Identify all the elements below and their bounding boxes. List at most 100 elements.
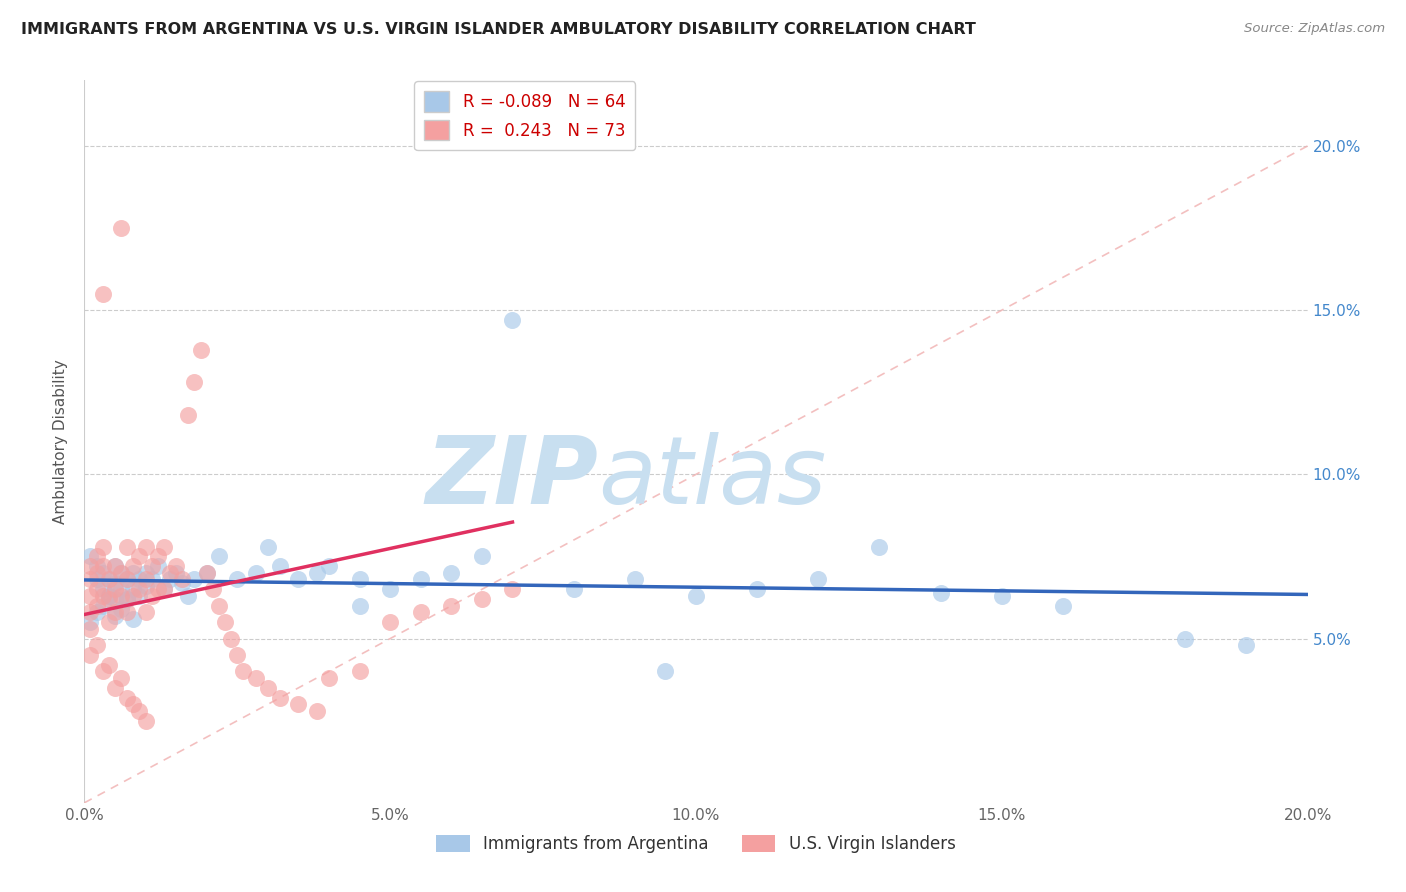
- Point: [287, 573, 309, 587]
- Point: [104, 559, 127, 574]
- Point: [115, 540, 138, 554]
- Point: [141, 559, 163, 574]
- Point: [122, 566, 145, 580]
- Point: [409, 573, 432, 587]
- Point: [190, 343, 212, 357]
- Point: [128, 573, 150, 587]
- Point: [104, 605, 127, 619]
- Point: [115, 573, 138, 587]
- Point: [97, 657, 120, 672]
- Point: [115, 690, 138, 705]
- Point: [153, 582, 176, 597]
- Point: [135, 579, 157, 593]
- Point: [135, 605, 157, 619]
- Point: [380, 615, 402, 630]
- Point: [502, 582, 524, 597]
- Point: [104, 608, 127, 623]
- Point: [135, 540, 157, 554]
- Point: [245, 566, 267, 580]
- Point: [104, 575, 127, 590]
- Point: [97, 573, 120, 587]
- Point: [183, 376, 205, 390]
- Text: ZIP: ZIP: [425, 432, 598, 524]
- Point: [257, 681, 280, 695]
- Point: [104, 681, 127, 695]
- Point: [269, 690, 291, 705]
- Point: [287, 698, 309, 712]
- Point: [1052, 599, 1074, 613]
- Point: [110, 589, 132, 603]
- Point: [153, 540, 176, 554]
- Point: [97, 573, 120, 587]
- Point: [471, 549, 494, 564]
- Text: Source: ZipAtlas.com: Source: ZipAtlas.com: [1244, 22, 1385, 36]
- Point: [219, 632, 242, 646]
- Point: [79, 605, 101, 619]
- Point: [349, 599, 371, 613]
- Point: [208, 549, 231, 564]
- Point: [135, 566, 157, 580]
- Point: [226, 648, 249, 662]
- Point: [177, 409, 200, 423]
- Point: [232, 665, 254, 679]
- Point: [318, 559, 340, 574]
- Point: [86, 566, 108, 580]
- Point: [115, 592, 138, 607]
- Point: [79, 559, 101, 574]
- Point: [165, 559, 187, 574]
- Point: [1174, 632, 1197, 646]
- Point: [146, 559, 169, 574]
- Point: [115, 605, 138, 619]
- Point: [305, 704, 328, 718]
- Point: [104, 592, 127, 607]
- Point: [165, 566, 187, 580]
- Point: [91, 540, 114, 554]
- Point: [471, 592, 494, 607]
- Point: [110, 602, 132, 616]
- Point: [79, 615, 101, 630]
- Point: [172, 573, 194, 587]
- Point: [97, 589, 120, 603]
- Point: [91, 582, 114, 597]
- Point: [91, 665, 114, 679]
- Point: [86, 582, 108, 597]
- Point: [97, 592, 120, 607]
- Point: [110, 671, 132, 685]
- Point: [1236, 638, 1258, 652]
- Point: [79, 648, 101, 662]
- Point: [122, 589, 145, 603]
- Point: [97, 615, 120, 630]
- Point: [226, 573, 249, 587]
- Point: [183, 573, 205, 587]
- Point: [104, 582, 127, 597]
- Point: [153, 582, 176, 597]
- Point: [115, 573, 138, 587]
- Point: [86, 605, 108, 619]
- Point: [146, 549, 169, 564]
- Text: IMMIGRANTS FROM ARGENTINA VS U.S. VIRGIN ISLANDER AMBULATORY DISABILITY CORRELAT: IMMIGRANTS FROM ARGENTINA VS U.S. VIRGIN…: [21, 22, 976, 37]
- Point: [104, 559, 127, 574]
- Point: [214, 615, 236, 630]
- Point: [110, 566, 132, 580]
- Point: [110, 221, 132, 235]
- Point: [128, 589, 150, 603]
- Point: [110, 566, 132, 580]
- Point: [257, 540, 280, 554]
- Point: [269, 559, 291, 574]
- Point: [91, 286, 114, 301]
- Point: [562, 582, 585, 597]
- Point: [141, 573, 163, 587]
- Point: [79, 549, 101, 564]
- Point: [869, 540, 891, 554]
- Point: [110, 582, 132, 597]
- Text: atlas: atlas: [598, 432, 827, 524]
- Point: [380, 582, 402, 597]
- Point: [86, 549, 108, 564]
- Point: [502, 313, 524, 327]
- Point: [91, 566, 114, 580]
- Point: [122, 559, 145, 574]
- Point: [195, 566, 218, 580]
- Point: [97, 589, 120, 603]
- Point: [91, 599, 114, 613]
- Point: [172, 575, 194, 590]
